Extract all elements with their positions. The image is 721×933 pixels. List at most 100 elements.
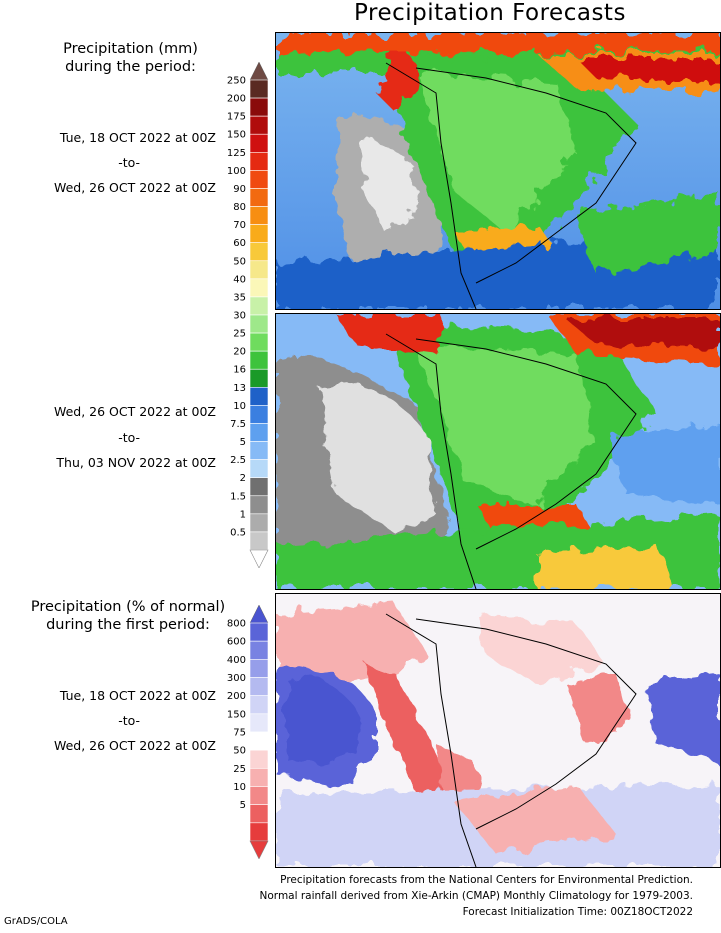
precip-scale-tick-label: 150 bbox=[227, 130, 246, 141]
precip-scale-tick-label: 5 bbox=[240, 437, 246, 448]
precip-scale-tick-label: 20 bbox=[233, 347, 246, 358]
precip-scale-tick-label: 2.5 bbox=[230, 455, 246, 466]
precip-scale-swatch bbox=[249, 79, 269, 99]
precip-scale-tick-label: 100 bbox=[227, 166, 246, 177]
footer-line2: Normal rainfall derived from Xie-Arkin (… bbox=[259, 890, 693, 902]
precip-scale-tick-label: 16 bbox=[233, 365, 246, 376]
pct-scale-tick-label: 400 bbox=[227, 655, 246, 666]
pct-scale-tip-top bbox=[249, 604, 269, 624]
precip-scale-swatch bbox=[249, 97, 269, 117]
precip-scale-tick-label: 90 bbox=[233, 184, 246, 195]
pct-scale-swatch bbox=[249, 713, 269, 733]
map-panel-percent bbox=[275, 593, 721, 868]
credit-label: GrADS/COLA bbox=[4, 916, 68, 927]
precip-scale-tick-label: 7.5 bbox=[230, 419, 246, 430]
pct-period-start: Tue, 18 OCT 2022 at 00Z bbox=[59, 688, 216, 703]
precip-heading-line1: Precipitation (mm) bbox=[63, 41, 198, 57]
precip-scale-swatch bbox=[249, 459, 269, 478]
map-panel-period2 bbox=[275, 313, 721, 590]
precip-scale-tick-label: 1 bbox=[240, 509, 246, 520]
precip-scale-tick-label: 70 bbox=[233, 220, 246, 231]
pct-scale-swatch bbox=[249, 695, 269, 715]
precip-scale-swatch bbox=[249, 152, 269, 171]
pct-heading-line1: Precipitation (% of normal) bbox=[30, 599, 226, 615]
pct-scale-swatch bbox=[249, 640, 269, 660]
precip-scale-swatch bbox=[249, 278, 269, 298]
precip-scale-swatch bbox=[249, 513, 269, 533]
precip-scale-swatch bbox=[249, 531, 269, 551]
precip-scale-swatch bbox=[249, 224, 269, 243]
pct-map bbox=[276, 594, 720, 867]
period1-sep: -to- bbox=[118, 155, 140, 170]
precip-scale-tick-label: 10 bbox=[233, 401, 246, 412]
precip-scale-swatch bbox=[249, 170, 269, 189]
pct-scale-tick-label: 75 bbox=[233, 728, 246, 739]
pct-heading-line2: during the first period: bbox=[46, 617, 210, 633]
precip-scale-tick-label: 2 bbox=[240, 473, 246, 484]
period1-end: Wed, 26 OCT 2022 at 00Z bbox=[53, 180, 216, 195]
precip-scale-swatch bbox=[249, 206, 269, 225]
pct-scale-tick-label: 10 bbox=[233, 782, 246, 793]
precip-scale-swatch bbox=[249, 332, 269, 352]
pct-scale-swatch bbox=[249, 749, 269, 769]
precip-scale-tick-label: 0.5 bbox=[230, 527, 246, 538]
precip-scale-tick-label: 40 bbox=[233, 274, 246, 285]
pct-scale-swatch bbox=[249, 768, 269, 787]
pct-scale-tip-bottom bbox=[249, 840, 269, 860]
footer-line3: Forecast Initialization Time: 00Z18OCT20… bbox=[462, 906, 693, 918]
precip-heading: Precipitation (mm) during the period: bbox=[18, 40, 243, 76]
precip-scale-tick-label: 50 bbox=[233, 256, 246, 267]
precip-scale-swatch bbox=[249, 314, 269, 334]
precip-scale-swatch bbox=[249, 115, 269, 135]
precip-scale-tick-label: 30 bbox=[233, 311, 246, 322]
precip-heading-line2: during the period: bbox=[65, 59, 196, 75]
precip-scale-tip-bottom bbox=[249, 549, 269, 569]
footer-line1: Precipitation forecasts from the Nationa… bbox=[280, 874, 693, 886]
pct-scale-swatch bbox=[249, 731, 269, 751]
precip-scale-swatch bbox=[249, 441, 269, 460]
pct-period-sep: -to- bbox=[118, 713, 140, 728]
precip-scale-tip-top bbox=[249, 61, 269, 81]
precip-colorbar: 250 200 175 150 125 100 90 80 70 60 50 40 35 30 25 20 16… bbox=[218, 61, 270, 569]
precip-scale-tick-label: 1.5 bbox=[230, 491, 246, 502]
period2-sep: -to- bbox=[118, 430, 140, 445]
precip-scale-swatch bbox=[249, 495, 269, 515]
period2-start: Wed, 26 OCT 2022 at 00Z bbox=[53, 404, 216, 419]
precip-colorbar-graphic: 2502001751501251009080706050403530252016… bbox=[227, 61, 269, 569]
precip-map-2 bbox=[276, 314, 720, 589]
pct-scale-tick-label: 25 bbox=[233, 764, 246, 775]
pct-period-end: Wed, 26 OCT 2022 at 00Z bbox=[53, 738, 216, 753]
precip-scale-tick-label: 125 bbox=[227, 148, 246, 159]
pct-scale-tick-label: 50 bbox=[233, 746, 246, 757]
pct-scale-tick-label: 300 bbox=[227, 673, 246, 684]
precip-scale-swatch bbox=[249, 350, 269, 370]
precip-scale-swatch bbox=[249, 260, 269, 280]
pct-scale-swatch bbox=[249, 822, 269, 842]
pct-scale-tick-label: 200 bbox=[227, 691, 246, 702]
pct-scale-swatch bbox=[249, 677, 269, 696]
precip-scale-tick-label: 200 bbox=[227, 94, 246, 105]
precip-scale-swatch bbox=[249, 477, 269, 497]
pct-heading: Precipitation (% of normal) during the f… bbox=[0, 598, 256, 634]
pct-scale-tick-label: 800 bbox=[227, 619, 246, 630]
pct-scale-swatch bbox=[249, 804, 269, 824]
pct-colorbar-graphic: 800 600 400 300 200 150 75 50 25 10 5 bbox=[227, 604, 269, 860]
precip-scale-swatch bbox=[249, 242, 269, 262]
precip-scale-tick-label: 35 bbox=[233, 292, 246, 303]
pct-scale-tick-label: 5 bbox=[240, 800, 246, 811]
precip-scale-tick-label: 175 bbox=[227, 112, 246, 123]
pct-scale-swatch bbox=[249, 622, 269, 642]
precip-scale-tick-label: 80 bbox=[233, 202, 246, 213]
page-title: Precipitation Forecasts bbox=[354, 0, 626, 26]
precip-scale-swatch bbox=[249, 188, 269, 207]
precip-scale-swatch bbox=[249, 423, 269, 442]
precip-scale-swatch bbox=[249, 133, 269, 153]
precip-scale-swatch bbox=[249, 368, 269, 388]
precip-scale-tick-label: 60 bbox=[233, 238, 246, 249]
map-panel-period1 bbox=[275, 32, 721, 310]
precip-scale-swatch bbox=[249, 296, 269, 316]
pct-scale-tick-label: 150 bbox=[227, 709, 246, 720]
precip-scale-tick-label: 250 bbox=[227, 76, 246, 87]
precip-scale-tick-label: 13 bbox=[233, 383, 246, 394]
pct-scale-tick-label: 600 bbox=[227, 637, 246, 648]
